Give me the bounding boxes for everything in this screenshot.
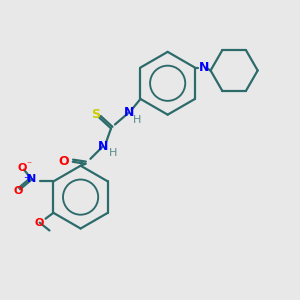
Text: +: + xyxy=(23,173,30,182)
Text: N: N xyxy=(98,140,108,153)
Text: H: H xyxy=(133,115,142,124)
Text: O: O xyxy=(58,155,69,168)
Text: O: O xyxy=(17,163,27,173)
Text: O: O xyxy=(35,218,44,228)
Text: N: N xyxy=(124,106,134,119)
Text: H: H xyxy=(109,148,117,158)
Text: O: O xyxy=(14,186,23,196)
Text: S: S xyxy=(91,108,100,121)
Text: N: N xyxy=(27,174,36,184)
Text: ⁻: ⁻ xyxy=(26,161,32,171)
Text: N: N xyxy=(199,61,209,74)
